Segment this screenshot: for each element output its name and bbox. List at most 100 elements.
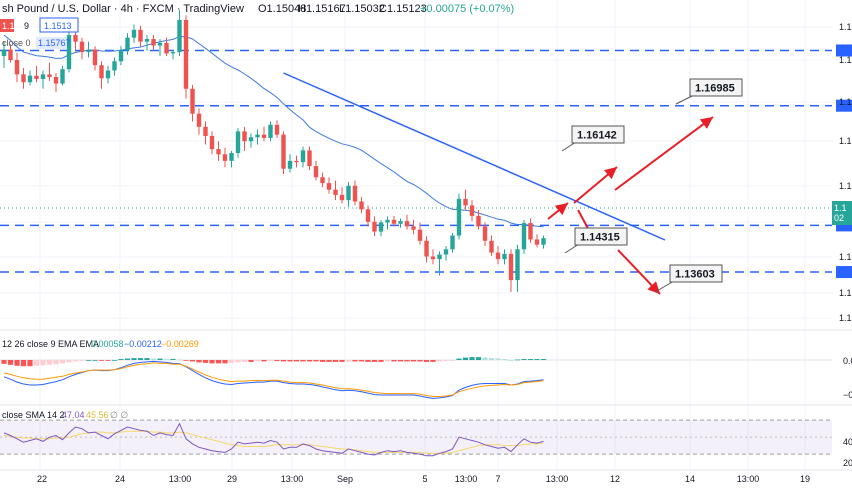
rsi-line xyxy=(3,422,544,457)
candle-body xyxy=(534,239,540,245)
candle-body xyxy=(27,75,33,83)
macd-tick-1: −0. xyxy=(843,390,852,400)
macd-histogram-bar xyxy=(397,360,404,362)
sell-price-box[interactable] xyxy=(0,19,14,32)
candle-body xyxy=(274,124,280,135)
macd-histogram-bar xyxy=(176,359,183,361)
candle-body xyxy=(378,222,384,232)
macd-histogram-bar xyxy=(170,359,176,360)
candle-body xyxy=(131,29,137,38)
candle-body xyxy=(417,229,423,241)
candle-body xyxy=(261,134,267,138)
candle-body xyxy=(268,124,273,138)
macd-histogram-bar xyxy=(196,360,202,363)
macd-histogram-bar xyxy=(417,360,423,362)
candle-body xyxy=(463,198,468,206)
macd-histogram-bar xyxy=(449,360,456,361)
last-price-text-2: 02 xyxy=(834,213,844,223)
time-tick: 29 xyxy=(227,474,237,484)
level-label-box xyxy=(571,125,625,144)
candle-body xyxy=(21,74,26,83)
macd-histogram-bar xyxy=(150,358,157,360)
candle-body xyxy=(320,177,325,184)
candle-body xyxy=(365,209,371,222)
macd-histogram-bar xyxy=(339,360,345,362)
spread-value: 9 xyxy=(24,21,29,31)
time-axis[interactable]: 22 24 13:00 29 13:00 Sep 5 13:00 7 13:00 12 14 13:00… xyxy=(37,474,810,484)
candle-body xyxy=(287,160,293,169)
macd-histogram-bar xyxy=(430,360,436,362)
macd-histogram-bar xyxy=(319,360,326,362)
level-label-box xyxy=(669,264,723,283)
buy-price-box[interactable] xyxy=(39,17,79,33)
macd-histogram-bar xyxy=(157,358,163,360)
ma-label: close 0 xyxy=(2,38,31,48)
candle-body xyxy=(450,235,455,250)
macd-histogram-bar xyxy=(378,360,384,362)
trend-line xyxy=(283,72,666,241)
candle-body xyxy=(118,50,124,62)
candle-body xyxy=(515,249,520,281)
macd-histogram-bar xyxy=(118,359,124,360)
candle-body xyxy=(469,205,475,216)
ema-line xyxy=(3,34,544,228)
macd-title: 12 26 close 9 EMA EMA xyxy=(2,339,99,349)
macd-histogram-bar xyxy=(137,358,144,360)
candle-body xyxy=(508,253,514,281)
candle-body xyxy=(144,39,150,42)
time-tick: 13:00 xyxy=(455,474,478,484)
macd-histogram-bar xyxy=(85,360,92,361)
candle-body xyxy=(86,49,91,53)
level-label: 1.16142 xyxy=(577,130,617,142)
candle-body xyxy=(424,240,429,257)
candle-body xyxy=(502,253,507,260)
candle-body xyxy=(170,52,176,54)
signal-line xyxy=(3,362,544,397)
candle-body xyxy=(437,254,442,260)
macd-tick-0: 0.0 xyxy=(843,356,852,366)
candle-body xyxy=(1,49,7,57)
macd-histogram-bar xyxy=(462,357,469,360)
candle-body xyxy=(92,49,98,66)
macd-histogram-bar xyxy=(514,359,521,361)
candle-body xyxy=(313,166,319,178)
candle-body xyxy=(489,240,494,253)
price-tick: 1.1 xyxy=(839,136,852,146)
time-tick: 24 xyxy=(115,474,125,484)
candle-body xyxy=(222,154,228,161)
candle-body xyxy=(8,49,13,60)
macd-histogram-bar xyxy=(124,358,131,360)
ohlc-high: H1.15167 xyxy=(298,3,346,15)
macd-histogram-bar xyxy=(508,360,514,361)
ma-value-box xyxy=(36,37,66,49)
candle-body xyxy=(333,189,338,195)
time-tick: 7 xyxy=(495,474,500,484)
candle-body xyxy=(125,37,130,51)
candle-body xyxy=(476,215,481,227)
macd-histogram-bar xyxy=(215,360,222,364)
macd-histogram-bar xyxy=(14,360,20,366)
macd-histogram-bar xyxy=(423,360,430,362)
time-tick: Sep xyxy=(337,474,353,484)
macd-histogram-bar xyxy=(98,360,105,361)
macd-histogram-bar xyxy=(534,359,540,360)
macd-histogram-bar xyxy=(40,360,46,366)
macd-histogram-bar xyxy=(365,360,371,362)
candle-body xyxy=(281,134,286,169)
time-tick: 5 xyxy=(422,474,427,484)
forecast-arrow xyxy=(573,166,618,204)
macd-histogram-bar xyxy=(66,360,72,363)
macd-histogram-bar xyxy=(391,360,397,362)
macd-histogram-bar xyxy=(456,358,462,360)
price-tick: 1.1 xyxy=(839,181,852,191)
price-tick: 1.1 xyxy=(839,313,852,323)
macd-histogram-bar xyxy=(1,360,7,364)
candle-body xyxy=(411,226,416,230)
macd-histogram-bar xyxy=(384,360,391,362)
macd-histogram-bar xyxy=(53,360,59,365)
macd-histogram-bar xyxy=(540,359,547,360)
ohlc-low: L1.15032 xyxy=(339,3,385,15)
candle-body xyxy=(112,61,117,71)
